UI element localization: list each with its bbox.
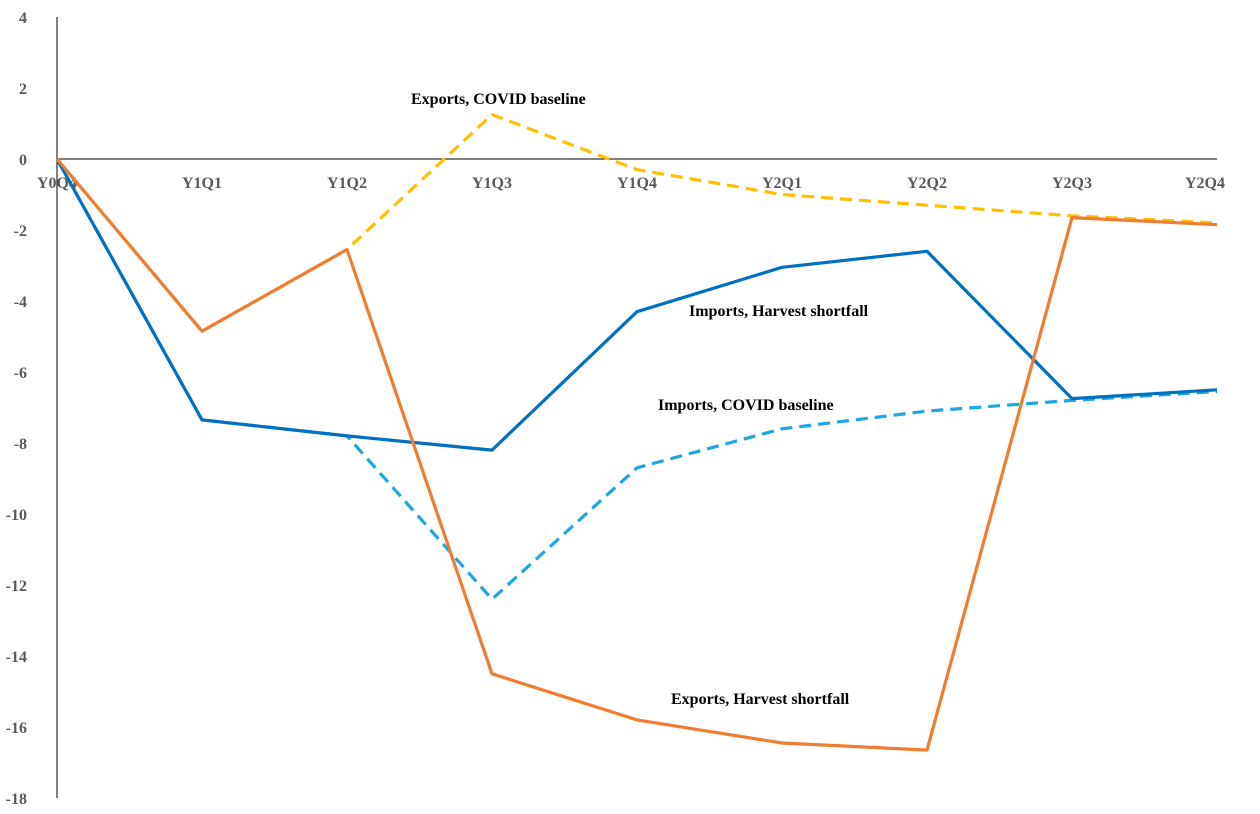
x-tick-labels: Y0Q4 Y1Q1 Y1Q2 Y1Q3 Y1Q4 Y2Q1 Y2Q2 Y2Q3 Y2Q4 [37, 175, 1225, 192]
x-tick-label: Y2Q3 [1052, 175, 1092, 192]
x-tick-label: Y2Q4 [1185, 175, 1225, 192]
x-tick-label: Y2Q2 [907, 175, 947, 192]
annotation-imports-covid-baseline: Imports, COVID baseline [658, 397, 834, 414]
y-tick-label: -14 [6, 649, 27, 666]
y-tick-label: 4 [19, 10, 27, 27]
x-tick-label: Y1Q2 [327, 175, 367, 192]
annotation-exports-harvest-shortfall: Exports, Harvest shortfall [671, 691, 850, 708]
y-tick-label: -12 [6, 578, 27, 595]
y-tick-label: 0 [19, 152, 27, 169]
series-line-imports-covid-baseline [55, 158, 1218, 601]
series-line-exports-harvest-shortfall [55, 157, 1218, 752]
series-annotations: Exports, COVID baseline Imports, Harvest… [411, 91, 869, 708]
y-tick-label: 2 [19, 81, 27, 98]
y-tick-label: -16 [6, 720, 27, 737]
y-tick-label: -2 [14, 223, 27, 240]
annotation-exports-covid-baseline: Exports, COVID baseline [411, 91, 586, 108]
y-tick-label: -10 [6, 507, 27, 524]
y-tick-label: -18 [6, 791, 27, 808]
series-line-imports-harvest-shortfall [55, 158, 1218, 452]
x-tick-label: Y1Q1 [182, 175, 222, 192]
series-lines [55, 112, 1218, 752]
x-tick-label: Y1Q3 [472, 175, 512, 192]
x-tick-label: Y1Q4 [617, 175, 657, 192]
y-tick-label: -8 [14, 436, 27, 453]
y-tick-label: -4 [14, 294, 27, 311]
axes [56, 17, 1217, 798]
y-tick-labels: 4 2 0 -2 -4 -6 -8 -10 -12 -14 -16 -18 [6, 10, 27, 808]
series-line-exports-covid-baseline [55, 112, 1218, 333]
annotation-imports-harvest-shortfall: Imports, Harvest shortfall [689, 303, 869, 320]
x-tick-label: Y2Q1 [762, 175, 802, 192]
y-tick-label: -6 [14, 365, 27, 382]
